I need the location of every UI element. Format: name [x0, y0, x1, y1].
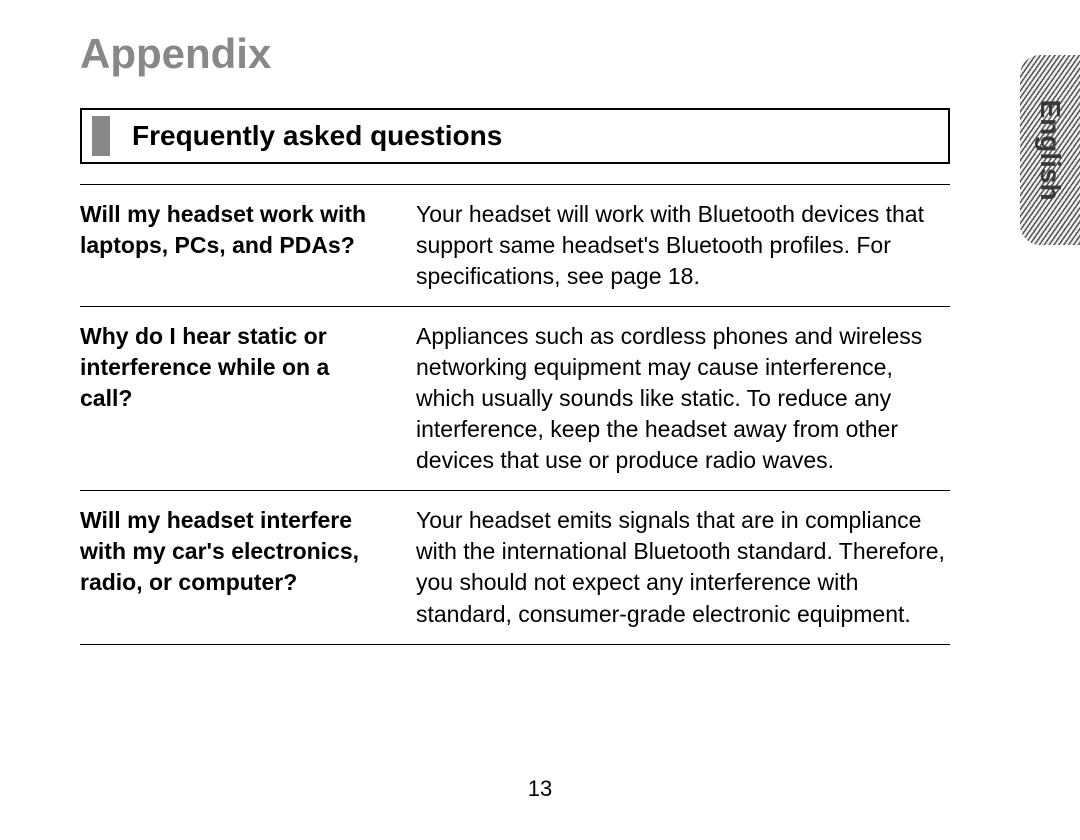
faq-answer: Your headset emits signals that are in c… — [400, 491, 950, 644]
faq-answer: Your headset will work with Bluetooth de… — [400, 185, 950, 307]
language-tab: English — [1020, 55, 1080, 245]
language-tab-label: English — [1034, 99, 1066, 200]
faq-question: Why do I hear static or interference whi… — [80, 307, 400, 491]
faq-question: Will my headset work with laptops, PCs, … — [80, 185, 400, 307]
table-row: Will my headset interfere with my car's … — [80, 491, 950, 644]
faq-answer: Appliances such as cordless phones and w… — [400, 307, 950, 491]
faq-question: Will my headset interfere with my car's … — [80, 491, 400, 644]
page-number: 13 — [528, 776, 552, 802]
page-title: Appendix — [80, 30, 1080, 78]
table-row: Why do I hear static or interference whi… — [80, 307, 950, 491]
section-header: Frequently asked questions — [80, 108, 950, 164]
section-title: Frequently asked questions — [132, 120, 502, 152]
section-marker — [92, 116, 110, 156]
table-row: Will my headset work with laptops, PCs, … — [80, 185, 950, 307]
faq-table: Will my headset work with laptops, PCs, … — [80, 184, 950, 645]
